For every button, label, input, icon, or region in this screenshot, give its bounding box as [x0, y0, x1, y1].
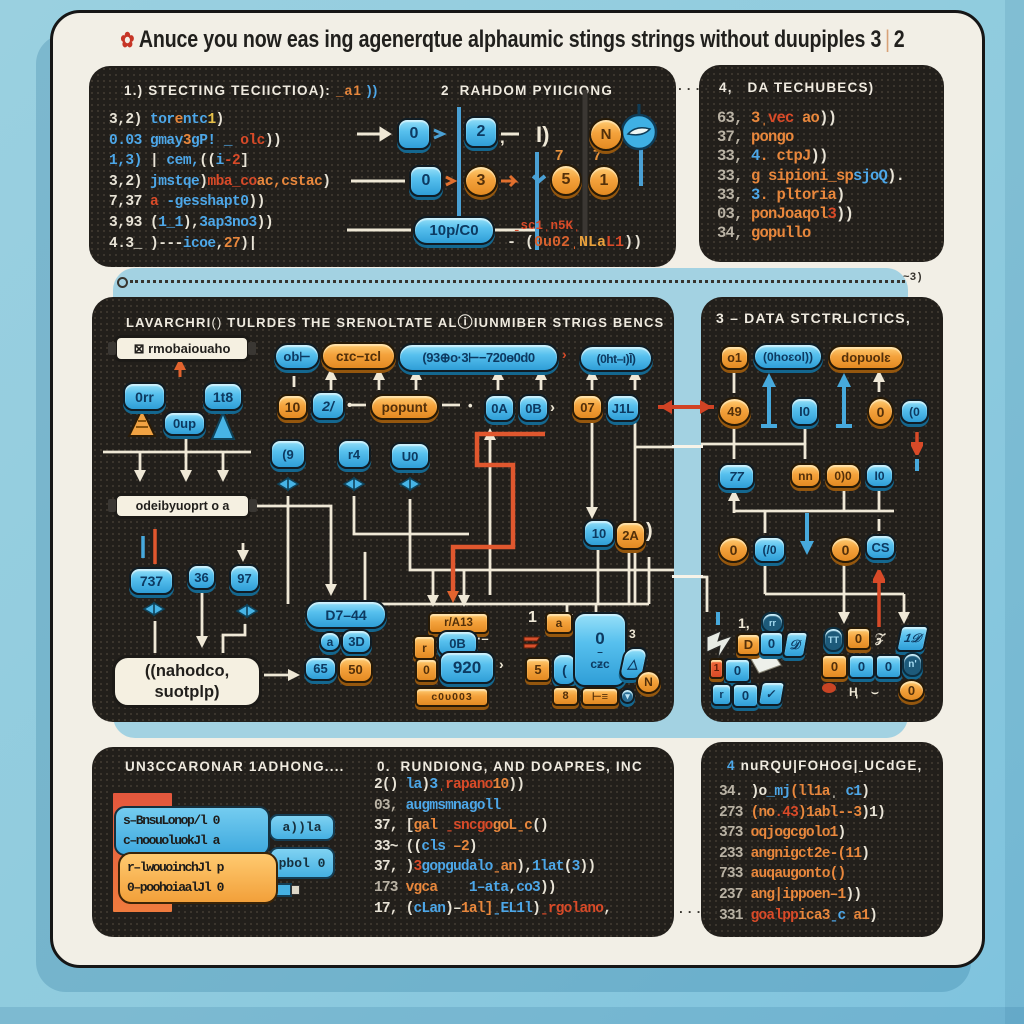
svg-text:- (0u02ˌNLaL1)): - (0u02ˌNLaL1))	[507, 234, 642, 251]
svg-text:›: ›	[499, 656, 504, 672]
svg-text:·–: ·–	[477, 631, 489, 646]
svg-text:𝒵: 𝒵	[875, 630, 886, 646]
svg-text:›: ›	[550, 399, 555, 416]
svg-text:•: •	[468, 398, 473, 413]
svg-text:Ң: Ң	[849, 685, 858, 699]
svg-text:7: 7	[593, 147, 601, 164]
svg-text:3: 3	[629, 627, 636, 641]
svg-text:1,: 1,	[738, 615, 750, 631]
svg-text:7: 7	[555, 147, 563, 164]
svg-text:•: •	[347, 397, 352, 414]
svg-text:1: 1	[528, 609, 537, 626]
svg-text:I): I)	[536, 122, 549, 147]
svg-text:,: ,	[500, 128, 505, 147]
svg-text:): )	[646, 520, 653, 542]
svg-text:›: ›	[562, 346, 567, 362]
svg-text:ˍsc1ˌn5Kˌ: ˍsc1ˌn5Kˌ	[513, 219, 581, 233]
svg-text:⌣: ⌣	[871, 685, 879, 699]
